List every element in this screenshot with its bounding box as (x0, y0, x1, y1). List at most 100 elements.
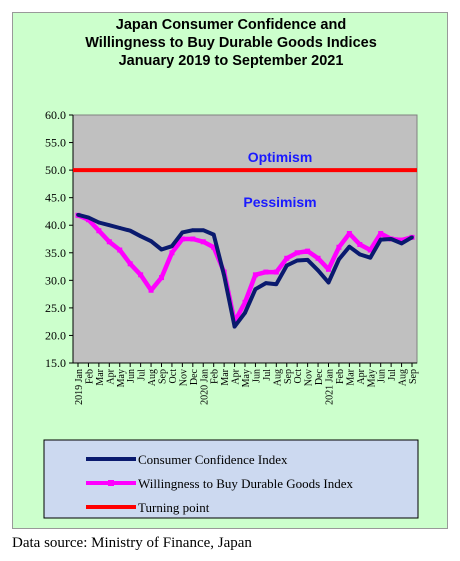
data-point-consumer-confidence (378, 237, 383, 242)
y-tick-label: 15.0 (45, 356, 66, 370)
x-tick-label: Jul (387, 369, 398, 381)
y-tick-label: 30.0 (45, 273, 66, 287)
annotation-pessimism: Pessimism (243, 194, 316, 210)
data-point-consumer-confidence (243, 311, 247, 315)
x-tick-label: Jul (137, 369, 148, 381)
data-point-durable-goods (138, 272, 144, 278)
x-tick-label: Mar (95, 368, 106, 385)
data-point-consumer-confidence (305, 258, 310, 262)
data-point-consumer-confidence (191, 228, 195, 232)
data-point-durable-goods (190, 236, 196, 242)
data-point-consumer-confidence (274, 282, 279, 286)
data-point-durable-goods (326, 266, 331, 272)
data-point-durable-goods (357, 242, 363, 248)
x-tick-label: 2019 Jan (74, 369, 85, 405)
data-point-durable-goods (169, 250, 175, 256)
x-tick-label: Sep (408, 369, 419, 384)
data-point-durable-goods (117, 247, 123, 253)
data-point-consumer-confidence (232, 324, 237, 329)
y-tick-label: 55.0 (45, 136, 66, 150)
data-point-consumer-confidence (337, 257, 341, 262)
data-point-durable-goods (159, 275, 164, 281)
x-tick-label: Mar (220, 368, 231, 385)
y-tick-label: 25.0 (45, 301, 66, 315)
data-point-durable-goods (336, 244, 342, 250)
x-tick-label: Dec (189, 368, 200, 385)
data-point-consumer-confidence (410, 235, 414, 240)
data-point-durable-goods (305, 248, 311, 254)
x-tick-label: Jun (126, 369, 137, 383)
x-tick-label: Mar (345, 368, 356, 385)
data-point-durable-goods (273, 269, 279, 275)
data-point-durable-goods (367, 247, 373, 253)
chart-title-line-1: Japan Consumer Confidence and (115, 17, 347, 33)
data-point-consumer-confidence (347, 244, 352, 249)
data-point-consumer-confidence (295, 258, 299, 263)
x-tick-label: Aug (398, 369, 409, 386)
y-tick-label: 35.0 (45, 246, 66, 260)
data-point-durable-goods (200, 239, 206, 245)
data-point-consumer-confidence (117, 226, 122, 230)
y-tick-label: 20.0 (45, 328, 66, 342)
x-tick-label: May (366, 369, 377, 387)
x-tick-label: Feb (84, 369, 95, 384)
data-point-consumer-confidence (284, 263, 289, 268)
data-source-note: Data source: Ministry of Finance, Japan (12, 535, 252, 551)
data-point-durable-goods (148, 287, 154, 293)
plot-area (72, 114, 418, 364)
data-point-durable-goods (211, 244, 217, 250)
x-tick-label: Nov (178, 369, 189, 386)
x-tick-label: Jul (262, 369, 273, 381)
data-point-consumer-confidence (107, 223, 112, 228)
x-tick-label: 2021 Jan (325, 369, 336, 405)
data-point-consumer-confidence (222, 273, 226, 278)
data-point-consumer-confidence (201, 228, 206, 232)
data-point-consumer-confidence (159, 247, 164, 252)
legend-marker (109, 457, 113, 461)
data-point-durable-goods (399, 237, 405, 243)
x-tick-label: Feb (335, 369, 346, 384)
legend-label: Turning point (138, 500, 210, 515)
x-tick-label: Jun (251, 369, 262, 383)
data-point-durable-goods (315, 255, 321, 261)
data-point-consumer-confidence (149, 239, 153, 244)
x-tick-label: Oct (293, 369, 304, 384)
data-point-durable-goods (284, 255, 290, 261)
data-point-consumer-confidence (253, 287, 258, 291)
x-tick-label: 2020 Jan (199, 369, 210, 405)
data-point-durable-goods (252, 272, 258, 278)
data-point-durable-goods (127, 261, 133, 267)
x-tick-label: Apr (231, 368, 242, 384)
data-point-durable-goods (263, 269, 269, 275)
legend-marker (108, 480, 114, 486)
data-point-consumer-confidence (368, 255, 373, 260)
x-tick-label: Apr (356, 368, 367, 384)
legend-label: Willingness to Buy Durable Goods Index (138, 476, 354, 491)
x-tick-label: Jun (377, 369, 388, 383)
data-point-durable-goods (96, 228, 102, 234)
data-point-consumer-confidence (399, 241, 404, 246)
x-tick-label: May (241, 369, 252, 387)
y-tick-label: 60.0 (45, 108, 66, 122)
x-tick-label: Aug (147, 369, 158, 386)
data-point-consumer-confidence (138, 234, 143, 239)
data-point-consumer-confidence (86, 215, 91, 220)
data-point-consumer-confidence (180, 230, 185, 235)
data-point-consumer-confidence (326, 280, 331, 285)
x-tick-label: Aug (272, 369, 283, 386)
data-point-consumer-confidence (128, 228, 132, 233)
data-point-consumer-confidence (389, 237, 393, 241)
data-point-consumer-confidence (76, 212, 80, 217)
x-tick-label: Dec (314, 368, 325, 385)
x-tick-label: Nov (304, 369, 315, 386)
data-point-durable-goods (242, 299, 248, 305)
y-tick-label: 50.0 (45, 163, 66, 177)
chart-title-line-3: January 2019 to September 2021 (118, 53, 344, 69)
data-point-consumer-confidence (170, 244, 174, 248)
data-point-consumer-confidence (358, 252, 362, 257)
data-point-consumer-confidence (316, 268, 320, 273)
annotation-optimism: Optimism (248, 149, 313, 165)
x-tick-label: Sep (158, 369, 169, 384)
data-point-consumer-confidence (97, 220, 101, 225)
